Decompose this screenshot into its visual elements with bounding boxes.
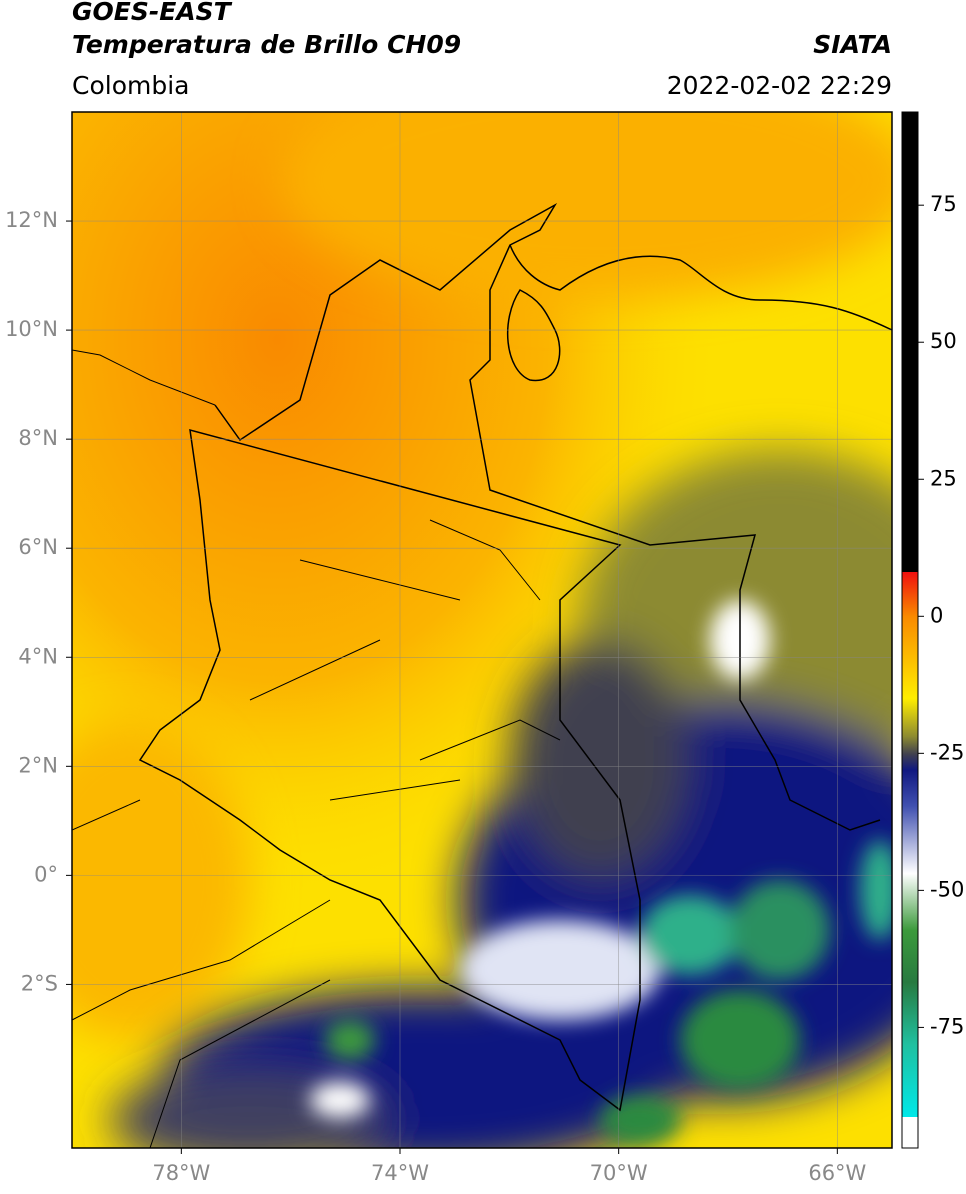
map-frame [71, 111, 893, 1149]
lat-tick-label: 2°N [18, 753, 58, 777]
lat-tick-label: 12°N [5, 208, 58, 232]
colorbar-tick-label: -50 [930, 877, 964, 901]
colorbar-tick-label: -25 [930, 740, 964, 764]
colorbar [901, 111, 919, 1149]
colorbar-tick-label: 50 [930, 329, 957, 353]
colorbar-tick-label: 25 [930, 466, 957, 490]
lon-tick-label: 66°W [808, 1161, 866, 1185]
datetime: 2022-02-02 22:29 [667, 71, 892, 100]
colorbar-tick-label: -75 [930, 1014, 964, 1038]
graticule [72, 112, 892, 1148]
organization: SIATA [813, 30, 892, 59]
subtitle: Temperatura de Brillo CH09 [72, 30, 461, 59]
lat-tick-label: 8°N [18, 426, 58, 450]
lat-tick-label: 4°N [18, 644, 58, 668]
lat-tick-label: 10°N [5, 317, 58, 341]
colorbar-tick-label: 0 [930, 603, 943, 627]
lat-tick-label: 2°S [21, 971, 58, 995]
colorbar-tick-label: 75 [930, 192, 957, 216]
lat-tick-label: 0° [34, 862, 58, 886]
lon-tick-label: 74°W [371, 1161, 429, 1185]
lon-tick-label: 70°W [590, 1161, 648, 1185]
region: Colombia [72, 71, 189, 100]
title: GOES-EAST [72, 0, 233, 26]
lon-tick-label: 78°W [152, 1161, 210, 1185]
satellite-image [72, 112, 892, 1148]
lat-tick-label: 6°N [18, 535, 58, 559]
